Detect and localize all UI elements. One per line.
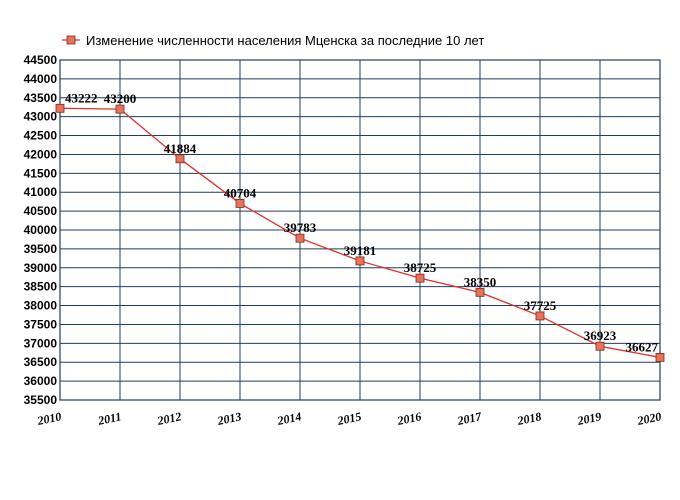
legend-label: Изменение численности населения Мценска … (86, 33, 484, 48)
y-tick-label: 43500 (24, 91, 58, 105)
y-tick-label: 35500 (24, 393, 58, 407)
x-tick-label: 2016 (395, 409, 422, 428)
y-tick-label: 39000 (24, 261, 58, 275)
x-tick-label: 2011 (96, 409, 123, 428)
plot-border (59, 59, 661, 401)
data-point (235, 199, 245, 208)
x-tick-label: 2015 (335, 409, 362, 428)
data-label: 38350 (464, 274, 497, 289)
y-tick-label: 36500 (24, 355, 58, 369)
data-point (115, 104, 125, 114)
data-point (475, 287, 485, 297)
data-point (535, 311, 545, 321)
y-tick-label: 40500 (24, 204, 58, 218)
x-tick-label: 2019 (575, 409, 602, 428)
data-point (175, 154, 185, 164)
data-point (295, 233, 305, 243)
y-tick-label: 41500 (24, 166, 58, 180)
y-tick-label: 44000 (24, 72, 58, 86)
data-point (655, 353, 665, 362)
data-point (355, 256, 365, 266)
legend: Изменение численности населения Мценска … (62, 33, 484, 48)
data-label: 36923 (584, 328, 617, 343)
y-tick-label: 37000 (24, 336, 58, 350)
y-tick-label: 36000 (24, 374, 58, 388)
data-label: 39783 (284, 220, 317, 235)
data-point (415, 273, 425, 283)
y-tick-label: 39500 (24, 242, 58, 256)
data-point (55, 103, 65, 113)
y-tick-label: 37500 (24, 317, 58, 331)
x-tick-label: 2018 (515, 409, 542, 428)
x-tick-label: 2017 (455, 409, 483, 428)
data-label: 38725 (404, 260, 437, 275)
y-tick-label: 38500 (24, 280, 58, 294)
x-tick-label: 2014 (275, 409, 302, 428)
data-point (595, 341, 605, 351)
plot-area: 35500 36000 36500 37000 37500 38000 38500 39000… (24, 53, 665, 428)
x-tick-label: 2012 (155, 409, 182, 428)
data-label: 40704 (224, 185, 257, 200)
data-label: 39181 (344, 243, 377, 258)
data-label: 43200 (104, 91, 137, 106)
data-label: 37725 (524, 298, 557, 313)
y-tick-label: 44500 (24, 53, 58, 67)
y-tick-label: 43000 (24, 110, 58, 124)
y-tick-label: 42000 (24, 147, 58, 161)
legend-marker (66, 35, 76, 45)
y-tick-label: 38000 (24, 299, 58, 313)
y-tick-label: 41000 (24, 185, 58, 199)
y-tick-label: 40000 (24, 223, 58, 237)
x-tick-label: 2010 (35, 409, 62, 428)
x-tick-label: 2013 (215, 409, 242, 428)
y-tick-label: 42500 (24, 129, 58, 143)
data-label: 36627 (626, 339, 659, 354)
data-label: 43222 (65, 90, 98, 105)
x-tick-label: 2020 (635, 409, 662, 428)
data-label: 41884 (164, 141, 197, 156)
